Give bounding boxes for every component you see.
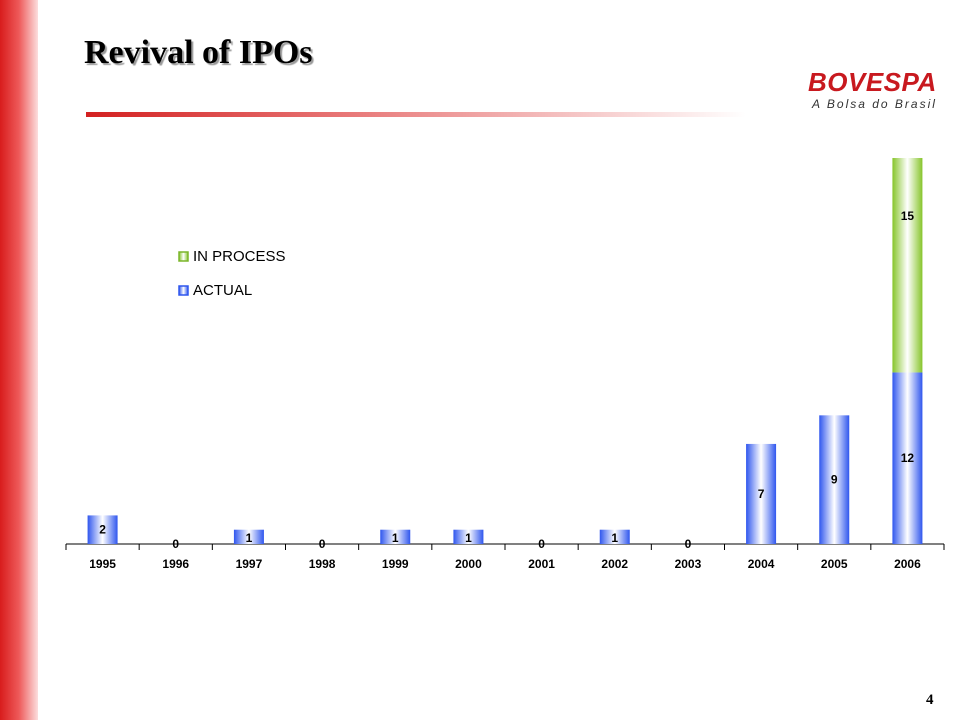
bar-actual-2006 [892,372,923,544]
value-label-actual-2004: 7 [758,487,765,501]
x-tick-label-2002: 2002 [601,557,628,571]
logo-tagline: A Bolsa do Brasil [812,97,937,111]
x-tick-label-2000: 2000 [455,557,482,571]
x-tick-label-1999: 1999 [382,557,409,571]
x-tick-label-2003: 2003 [675,557,702,571]
chart-legend: IN PROCESS ACTUAL [178,248,286,299]
value-label-actual-2003: 0 [685,537,692,551]
value-label-actual-2001: 0 [538,537,545,551]
page-number: 4 [926,692,934,708]
bar-in-process-2006 [892,158,923,373]
side-accent-band [0,0,38,720]
x-axis [65,543,945,550]
bar-actual-2004 [746,443,777,544]
legend-swatch [178,285,189,296]
bar-actual-1995 [87,515,118,544]
legend-swatch [178,251,189,262]
x-tick-label-2001: 2001 [528,557,555,571]
x-tick-label-2006: 2006 [894,557,921,571]
bar-actual-1997 [233,529,264,544]
value-label-actual-1998: 0 [319,537,326,551]
value-label-actual-1999: 1 [392,531,399,545]
legend-label: IN PROCESS [193,248,286,265]
x-tick-label-1997: 1997 [236,557,263,571]
value-label-in-process-2006: 15 [901,209,915,223]
bovespa-logo: BOVESPA A Bolsa do Brasil [808,68,938,118]
x-tick-label-1996: 1996 [162,557,189,571]
bar-actual-1999 [380,529,411,544]
x-tick-label-2004: 2004 [748,557,775,571]
title-underline [86,112,746,117]
bar-value-labels: 2 0 1 0 1 1 0 1 0 7 9 12 15 [99,209,914,551]
value-label-actual-2006: 12 [901,451,915,465]
bar-actual-2000 [453,529,484,544]
value-label-actual-2000: 1 [465,531,472,545]
bars [87,158,923,544]
value-label-actual-1996: 0 [172,537,179,551]
x-tick-labels: 1995 1996 1997 1998 1999 2000 2001 2002 2003 2004… [89,557,921,571]
bar-actual-2005 [819,415,850,544]
logo-name: BOVESPA [808,67,937,97]
legend-label: ACTUAL [193,282,252,299]
value-label-actual-2005: 9 [831,473,838,487]
x-tick-label-2005: 2005 [821,557,848,571]
slide-title: Revival of IPOs [84,34,313,71]
value-label-actual-1995: 2 [99,523,106,537]
bar-actual-2002 [599,529,630,544]
value-label-actual-1997: 1 [246,531,253,545]
value-label-actual-2002: 1 [611,531,618,545]
x-tick-label-1995: 1995 [89,557,116,571]
x-tick-label-1998: 1998 [309,557,336,571]
